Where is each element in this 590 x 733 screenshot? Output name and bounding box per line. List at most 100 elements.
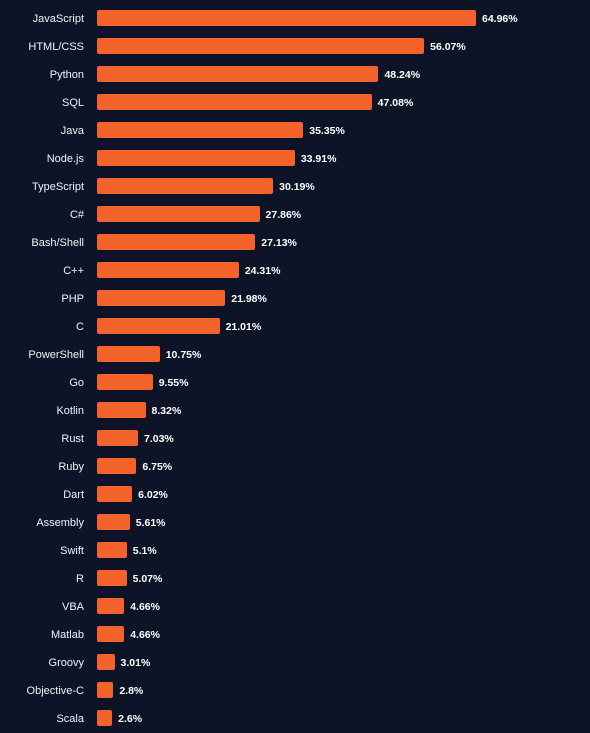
value-label: 2.6% <box>118 713 143 725</box>
category-label: Scala <box>56 713 84 725</box>
bar-row: Java 35.35% <box>0 117 590 145</box>
bar <box>97 598 125 614</box>
value-label: 21.01% <box>225 321 262 333</box>
bar <box>97 10 476 26</box>
bar <box>97 654 115 670</box>
bar <box>97 178 274 194</box>
value-label: 5.1% <box>132 545 157 557</box>
bar-row: C++ 24.31% <box>0 257 590 285</box>
bar-row: C 21.01% <box>0 313 590 341</box>
bar <box>97 318 220 334</box>
category-label: Ruby <box>58 461 84 473</box>
category-label: SQL <box>61 97 84 109</box>
category-label: Groovy <box>48 657 84 669</box>
category-label: Java <box>60 125 84 137</box>
bar <box>97 626 125 642</box>
value-label: 35.35% <box>309 125 345 137</box>
value-label: 3.01% <box>120 657 151 669</box>
value-label: 7.03% <box>144 433 174 445</box>
category-label: Go <box>69 377 84 389</box>
value-label: 24.31% <box>244 265 281 277</box>
value-label: 5.61% <box>135 517 166 529</box>
bar-row: JavaScript 64.96% <box>0 5 590 33</box>
category-label: Matlab <box>50 629 84 641</box>
bar-row: Groovy 3.01% <box>0 649 590 677</box>
category-label: VBA <box>61 601 84 613</box>
category-label: C# <box>69 209 84 221</box>
value-label: 33.91% <box>300 153 337 165</box>
category-label: Rust <box>61 433 84 445</box>
bar-row: Ruby 6.75% <box>0 453 590 481</box>
bar-row: Go 9.55% <box>0 369 590 397</box>
bar <box>97 66 379 82</box>
bar <box>97 682 114 698</box>
value-label: 10.75% <box>165 349 202 361</box>
value-label: 2.8% <box>119 685 144 697</box>
category-label: TypeScript <box>32 181 84 193</box>
bar <box>97 38 425 54</box>
bar-row: R 5.07% <box>0 565 590 593</box>
bar-row: SQL 47.08% <box>0 89 590 117</box>
bar-row: VBA 4.66% <box>0 593 590 621</box>
bar-row: TypeScript 30.19% <box>0 173 590 201</box>
category-label: Assembly <box>36 517 84 529</box>
category-label: Objective-C <box>26 685 84 697</box>
bar <box>97 430 138 446</box>
value-label: 27.86% <box>265 209 302 221</box>
value-label: 4.66% <box>130 629 160 641</box>
bar-row: PowerShell 10.75% <box>0 341 590 369</box>
bar-row: C# 27.86% <box>0 201 590 229</box>
bar-row: Bash/Shell 27.13% <box>0 229 590 257</box>
bar <box>97 458 137 474</box>
value-label: 9.55% <box>158 377 189 389</box>
category-label: Swift <box>60 545 84 557</box>
bar-row: Node.js 33.91% <box>0 145 590 173</box>
bar-row: Assembly 5.61% <box>0 509 590 537</box>
bar <box>97 542 127 558</box>
value-label: 27.13% <box>261 237 297 249</box>
category-label: R <box>76 573 84 585</box>
bar <box>97 150 295 166</box>
bar <box>97 290 226 306</box>
bar-row: PHP 21.98% <box>0 285 590 313</box>
bar <box>97 486 133 502</box>
bar <box>97 94 372 110</box>
value-label: 21.98% <box>231 293 267 305</box>
value-label: 56.07% <box>430 41 466 53</box>
value-label: 5.07% <box>132 573 163 585</box>
bar <box>97 234 256 250</box>
category-label: PowerShell <box>28 349 84 361</box>
category-label: Bash/Shell <box>31 237 84 249</box>
value-label: 48.24% <box>384 69 421 81</box>
category-label: Node.js <box>46 153 84 165</box>
value-label: 64.96% <box>482 13 518 25</box>
bar-row: Swift 5.1% <box>0 537 590 565</box>
bar-row: Kotlin 8.32% <box>0 397 590 425</box>
category-label: JavaScript <box>32 13 84 25</box>
category-label: Kotlin <box>56 405 84 417</box>
category-label: HTML/CSS <box>28 41 84 53</box>
value-label: 30.19% <box>279 181 315 193</box>
bar-row: Objective-C 2.8% <box>0 677 590 705</box>
bar <box>97 514 130 530</box>
bar <box>97 122 304 138</box>
bar <box>97 206 260 222</box>
category-label: Dart <box>63 489 84 501</box>
bar-row: Matlab 4.66% <box>0 621 590 649</box>
bar-row: Rust 7.03% <box>0 425 590 453</box>
bar <box>97 402 146 418</box>
bar-row: Dart 6.02% <box>0 481 590 509</box>
value-label: 8.32% <box>151 405 182 417</box>
value-label: 6.75% <box>142 461 173 473</box>
bar <box>97 346 160 362</box>
bar <box>97 710 113 726</box>
bar <box>97 262 239 278</box>
bar <box>97 374 153 390</box>
value-label: 6.02% <box>138 489 168 501</box>
bar-row: HTML/CSS 56.07% <box>0 33 590 61</box>
bar <box>97 570 127 586</box>
value-label: 47.08% <box>377 97 414 109</box>
bar-row: Scala 2.6% <box>0 705 590 733</box>
category-label: PHP <box>61 293 84 305</box>
